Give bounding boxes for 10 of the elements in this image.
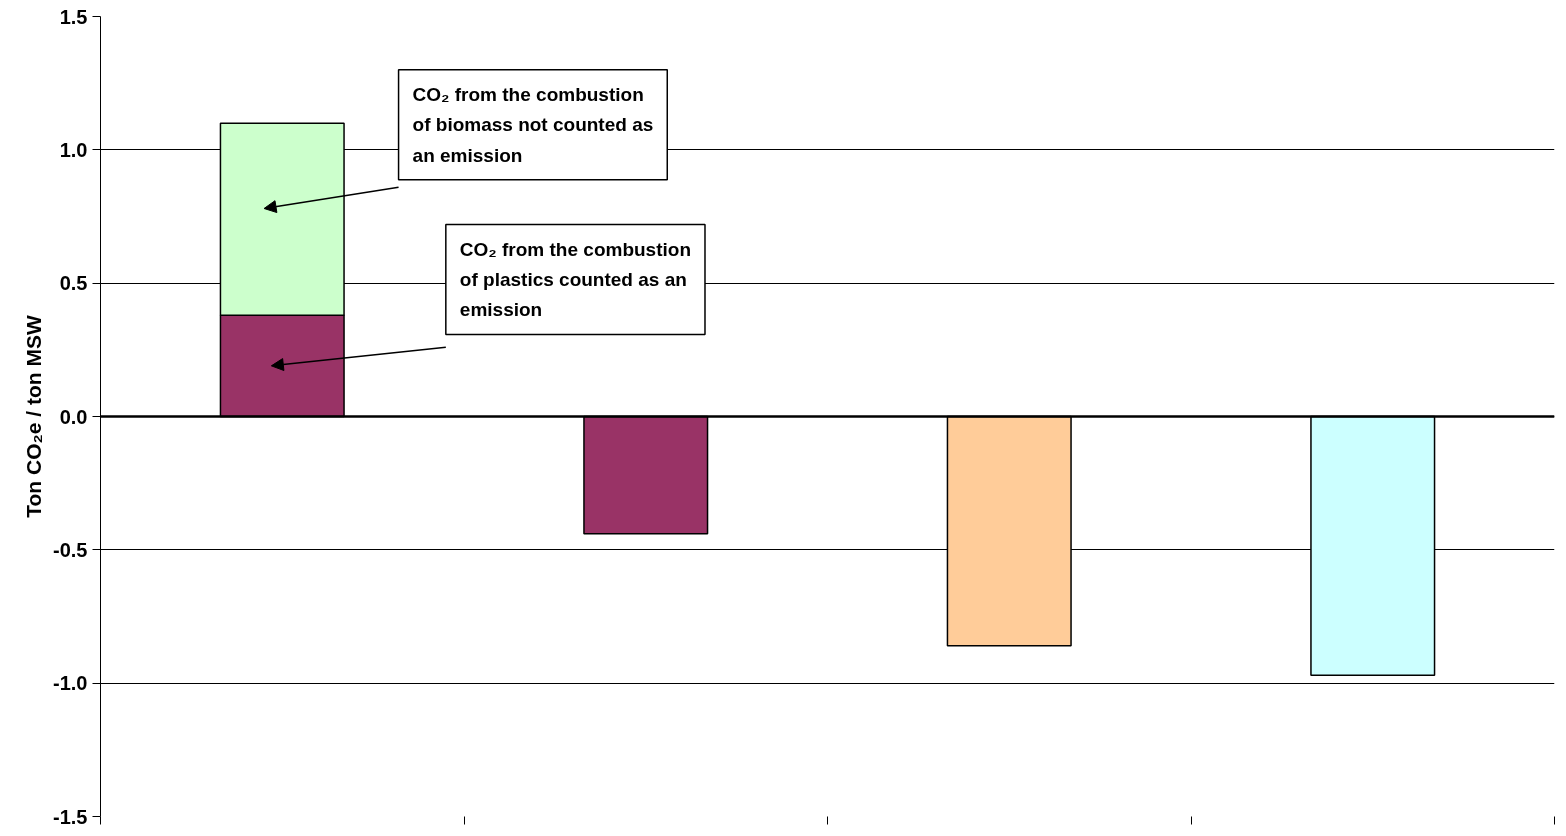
y-tick-label: 0.0 (59, 405, 88, 428)
annotation: CO₂ from the combustion of plastics counted as an emission (459, 238, 691, 321)
y-tick-label: 1.0 (59, 138, 88, 161)
y-axis-title: Ton CO₂e / ton MSW (22, 315, 46, 518)
annotation: CO₂ from the combustion of biomass not counted as an emission (412, 83, 654, 166)
y-tick-label: -1.5 (53, 805, 88, 828)
y-tick-label: -0.5 (53, 538, 88, 561)
y-tick-label: 0.5 (59, 272, 88, 295)
y-tick-label: -1.0 (53, 672, 88, 695)
y-tick-label: 1.5 (59, 5, 88, 28)
